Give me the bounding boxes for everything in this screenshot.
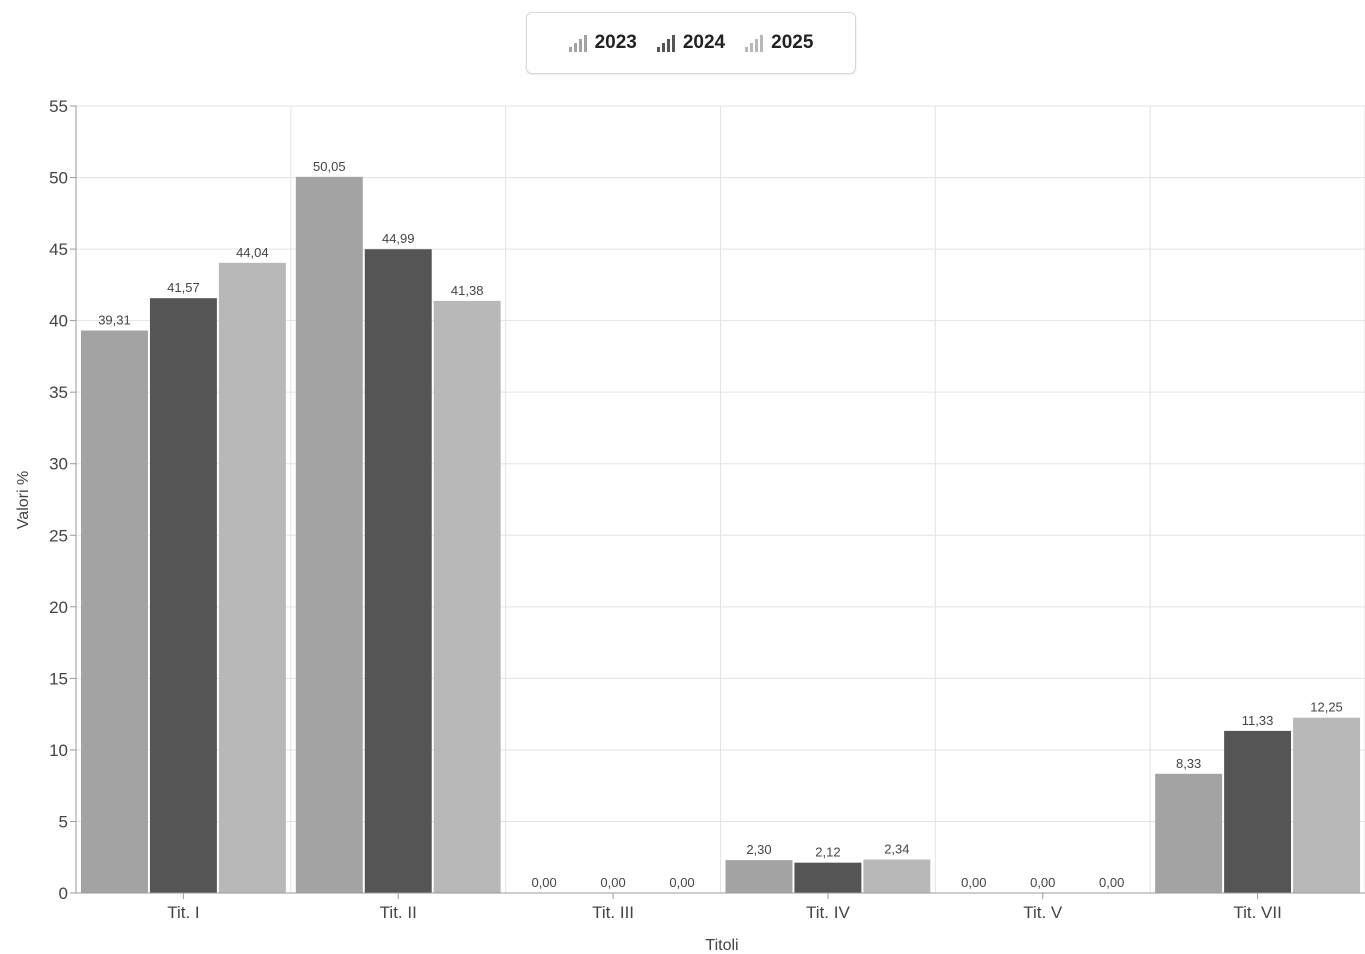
bar-2025-5[interactable] [1293, 717, 1360, 893]
data-label: 8,33 [1176, 756, 1201, 771]
bar-2024-1[interactable] [364, 249, 432, 893]
legend-label: 2023 [594, 32, 637, 53]
bar-2023-1[interactable] [295, 176, 363, 893]
data-label: 12,25 [1310, 700, 1343, 715]
data-label: 11,33 [1242, 713, 1274, 728]
y-tick-label: 35 [49, 383, 68, 402]
y-tick-label: 15 [49, 669, 68, 688]
x-tick-label: Tit. II [380, 903, 417, 922]
legend-label: 2025 [771, 32, 814, 53]
data-label: 2,34 [884, 842, 909, 857]
x-tick-label: Tit. I [167, 903, 199, 922]
y-tick-label: 55 [49, 97, 68, 116]
bar-2023-5[interactable] [1155, 773, 1223, 893]
data-label: 0,00 [961, 875, 986, 890]
y-tick-label: 45 [49, 240, 68, 259]
y-axis-title: Valori % [15, 471, 32, 529]
data-label: 0,00 [1099, 875, 1124, 890]
y-tick-label: 0 [59, 884, 68, 903]
bar-2024-3[interactable] [794, 862, 862, 893]
bar-2024-0[interactable] [149, 298, 217, 893]
y-tick-label: 10 [49, 741, 68, 760]
y-tick-label: 30 [49, 455, 68, 474]
bar-2025-3[interactable] [863, 859, 931, 893]
data-labels: 39,31 50,05 0,00 2,30 0,00 8,33 41,57 44,99 0,00… [98, 159, 1343, 890]
data-label: 0,00 [669, 875, 694, 890]
data-label: 0,00 [531, 875, 556, 890]
data-label: 44,99 [382, 231, 415, 246]
x-tick-label: Tit. VII [1233, 903, 1282, 922]
bars [81, 176, 1360, 893]
bar-chart-icon [656, 34, 675, 52]
data-label: 39,31 [98, 313, 131, 328]
bar-2023-3[interactable] [725, 860, 793, 893]
data-label: 2,30 [746, 842, 771, 857]
bar-chart-icon [745, 34, 764, 52]
x-tick-label: Tit. III [592, 903, 634, 922]
y-tick-label: 20 [49, 598, 68, 617]
data-label: 41,57 [167, 280, 200, 295]
legend-item-2023[interactable]: 2023 [568, 32, 637, 54]
chart-legend: 2023 2024 2025 [526, 12, 856, 74]
bar-chart-icon [568, 34, 587, 52]
legend-item-2024[interactable]: 2024 [656, 32, 726, 54]
grid [76, 105, 1365, 893]
bar-2025-0[interactable] [218, 262, 286, 893]
x-tick-label: Tit. V [1023, 903, 1063, 922]
x-axis-title: Titoli [705, 937, 738, 954]
data-label: 0,00 [600, 875, 625, 890]
data-label: 0,00 [1030, 875, 1055, 890]
y-tick-label: 40 [49, 312, 68, 331]
bar-2023-0[interactable] [81, 330, 148, 893]
legend-label: 2024 [682, 32, 726, 53]
data-label: 2,12 [815, 845, 840, 860]
y-tick-label: 5 [59, 812, 68, 831]
data-label: 50,05 [313, 159, 346, 174]
bar-2025-1[interactable] [433, 300, 501, 893]
data-label: 41,38 [451, 283, 484, 298]
bar-2024-5[interactable] [1224, 730, 1292, 893]
y-tick-label: 25 [49, 526, 68, 545]
y-tick-label: 50 [49, 169, 68, 188]
x-tick-label: Tit. IV [806, 903, 850, 922]
data-label: 44,04 [236, 245, 269, 260]
axes: 0 5 10 15 20 25 30 35 40 45 50 55 Tit. I Tit. II Tit. … [49, 97, 1365, 922]
legend-item-2025[interactable]: 2025 [745, 32, 813, 54]
